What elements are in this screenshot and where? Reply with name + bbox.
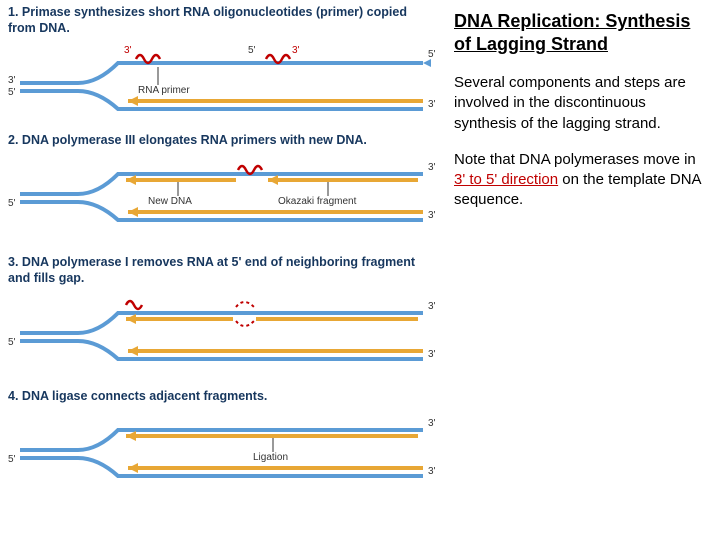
step-1-svg [8, 41, 438, 121]
step-4-svg [8, 408, 438, 488]
lbl-s3-5p: 5' [8, 337, 15, 348]
lbl-s1-rna: RNA primer [138, 85, 190, 96]
lbl-s4-ligation: Ligation [253, 452, 288, 463]
step-4-text: DNA ligase connects adjacent fragments. [22, 389, 267, 403]
step-2-svg [8, 152, 438, 232]
step-3-diagram: 5' 3' 3' [8, 291, 438, 371]
lbl-s1-mid3b: 3' [292, 45, 299, 56]
paragraph-1: Several components and steps are involve… [454, 73, 708, 134]
step-3-title: 3. DNA polymerase I removes RNA at 5' en… [8, 254, 438, 287]
left-diagram-panel: 1. Primase synthesizes short RNA oligonu… [0, 0, 450, 540]
lbl-s1-mid5h: 5' [248, 45, 255, 56]
lbl-s2-5p: 5' [8, 198, 15, 209]
lbl-s1-3p-left: 3' [8, 75, 15, 86]
p2-red-span: 3' to 5' direction [454, 171, 558, 188]
step-1-num: 1. [8, 5, 18, 19]
step-4-title: 4. DNA ligase connects adjacent fragment… [8, 388, 438, 404]
step-3: 3. DNA polymerase I removes RNA at 5' en… [8, 254, 438, 371]
lbl-s3-3tr: 3' [428, 301, 435, 312]
lbl-s2-3br: 3' [428, 210, 435, 221]
step-4: 4. DNA ligase connects adjacent fragment… [8, 388, 438, 488]
page-title: DNA Replication: Synthesis of Lagging St… [454, 10, 708, 55]
lbl-s2-okazaki: Okazaki fragment [278, 196, 356, 207]
paragraph-2: Note that DNA polymerases move in 3' to … [454, 150, 708, 211]
step-4-num: 4. [8, 389, 18, 403]
lbl-s1-5p-left: 5' [8, 87, 15, 98]
step-1-diagram: 3' 5' 5' 3' 3' 5' 3' RNA primer [8, 41, 438, 121]
step-1-text: Primase synthesizes short RNA oligonucle… [8, 5, 407, 35]
lbl-s4-3br: 3' [428, 466, 435, 477]
lbl-s2-newdna: New DNA [148, 196, 192, 207]
step-3-svg [8, 291, 438, 371]
step-2: 2. DNA polymerase III elongates RNA prim… [8, 132, 438, 232]
step-2-text: DNA polymerase III elongates RNA primers… [22, 133, 367, 147]
lbl-s1-3p-botright: 3' [428, 99, 435, 110]
step-2-diagram: 5' 3' 3' New DNA Okazaki fragment [8, 152, 438, 232]
lbl-s4-5p: 5' [8, 454, 15, 465]
lbl-s2-3tr: 3' [428, 162, 435, 173]
step-3-text: DNA polymerase I removes RNA at 5' end o… [8, 255, 415, 285]
step-4-diagram: 5' 3' 3' Ligation [8, 408, 438, 488]
lbl-s4-3tr: 3' [428, 418, 435, 429]
p2-part-a: Note that DNA polymerases move in [454, 151, 696, 168]
lbl-s1-mid3: 3' [124, 45, 131, 56]
right-text-panel: DNA Replication: Synthesis of Lagging St… [450, 0, 720, 540]
step-2-num: 2. [8, 133, 18, 147]
step-3-num: 3. [8, 255, 18, 269]
lbl-s1-5p-topright: 5' [428, 49, 435, 60]
step-1: 1. Primase synthesizes short RNA oligonu… [8, 4, 438, 121]
lbl-s3-3br: 3' [428, 349, 435, 360]
step-2-title: 2. DNA polymerase III elongates RNA prim… [8, 132, 438, 148]
step-1-title: 1. Primase synthesizes short RNA oligonu… [8, 4, 438, 37]
